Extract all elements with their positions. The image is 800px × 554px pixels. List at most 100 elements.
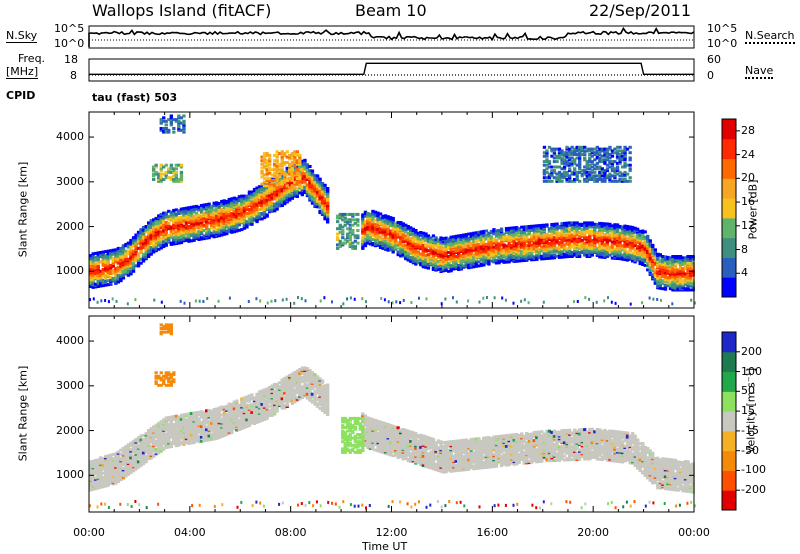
power-cell <box>593 178 597 181</box>
power-cell <box>164 170 168 174</box>
power-cell <box>202 216 206 220</box>
power-cell <box>578 230 582 234</box>
power-cell <box>119 268 123 272</box>
power-cell <box>268 166 272 170</box>
power-cell <box>383 233 388 237</box>
power-cell <box>452 250 456 254</box>
power-cell <box>235 212 239 215</box>
power-cell <box>522 225 526 229</box>
power-cell <box>552 151 557 155</box>
power-cell <box>381 214 385 218</box>
power-cell <box>454 241 458 245</box>
power-cell <box>172 118 176 122</box>
power-cell <box>207 228 211 232</box>
power-cell <box>159 172 163 176</box>
power-cell <box>227 216 231 220</box>
power-cell <box>275 153 279 157</box>
power-cell <box>421 243 425 247</box>
power-cell <box>159 226 163 230</box>
power-cell <box>298 162 302 166</box>
power-cell <box>527 242 531 246</box>
power-cell <box>189 224 194 228</box>
power-cell <box>207 208 211 211</box>
power-cell <box>588 153 592 156</box>
power-cell <box>361 213 365 217</box>
power-cell <box>573 149 577 153</box>
power-cell <box>262 199 267 203</box>
power-cell <box>459 234 463 237</box>
power-cell <box>550 223 554 226</box>
power-cell <box>268 168 272 172</box>
power-cell <box>348 230 352 234</box>
power-cell <box>568 242 572 246</box>
power-cell <box>686 284 690 288</box>
power-cell <box>568 163 572 167</box>
power-cell <box>555 234 559 238</box>
power-cell <box>653 268 657 272</box>
power-cell <box>497 246 501 250</box>
power-cell <box>631 225 635 229</box>
power-cell <box>578 244 582 248</box>
power-cell <box>557 241 562 245</box>
power-cell <box>265 198 269 202</box>
power-cell <box>336 238 340 241</box>
power-cell <box>504 227 509 230</box>
power-cell <box>265 180 269 184</box>
power-cell <box>540 223 544 227</box>
power-cell <box>494 258 499 262</box>
power-cell <box>144 241 148 245</box>
power-cell <box>295 173 299 177</box>
power-cell <box>169 218 173 222</box>
power-cell <box>570 161 574 165</box>
power-cell <box>106 249 110 253</box>
power-cell <box>212 213 216 217</box>
power-cell <box>686 273 690 277</box>
power-cell <box>290 177 294 181</box>
power-cell <box>580 145 584 149</box>
power-cell <box>557 151 562 155</box>
power-cell <box>353 246 357 250</box>
power-cell <box>570 251 574 254</box>
power-cell <box>169 225 173 229</box>
power-cell <box>184 221 189 225</box>
power-cell <box>562 176 567 180</box>
power-cell <box>457 241 461 245</box>
power-cell <box>172 127 176 130</box>
power-cell <box>562 160 567 164</box>
power-cell <box>406 241 410 245</box>
power-cell <box>676 259 680 262</box>
power-cell <box>179 241 184 245</box>
power-cell <box>620 256 625 260</box>
power-cell <box>555 165 559 169</box>
power-cell <box>557 234 562 238</box>
power-cell <box>262 153 267 157</box>
power-cell <box>585 174 589 178</box>
power-cell <box>265 173 269 177</box>
power-cell <box>575 228 579 232</box>
power-cell <box>290 171 294 175</box>
power-cell <box>167 234 171 237</box>
power-cell <box>510 253 514 257</box>
power-cell <box>270 184 274 188</box>
power-cell <box>583 165 587 169</box>
power-cell <box>260 159 264 163</box>
power-cell <box>555 246 559 250</box>
power-cell <box>598 250 602 254</box>
power-cell <box>691 261 695 265</box>
power-cell <box>502 243 506 247</box>
power-cell <box>573 158 577 162</box>
power-cell <box>298 157 302 161</box>
power-cell <box>565 161 569 165</box>
power-cell <box>686 255 690 258</box>
power-cell <box>542 154 547 158</box>
power-cell <box>598 243 602 247</box>
power-cell <box>260 171 264 175</box>
power-cell <box>199 204 204 207</box>
power-cell <box>159 179 163 183</box>
power-cell <box>162 226 166 230</box>
power-cell <box>394 222 398 226</box>
power-cell <box>510 256 514 260</box>
power-cell <box>351 212 355 216</box>
power-cell <box>182 224 186 228</box>
power-cell <box>341 241 345 245</box>
